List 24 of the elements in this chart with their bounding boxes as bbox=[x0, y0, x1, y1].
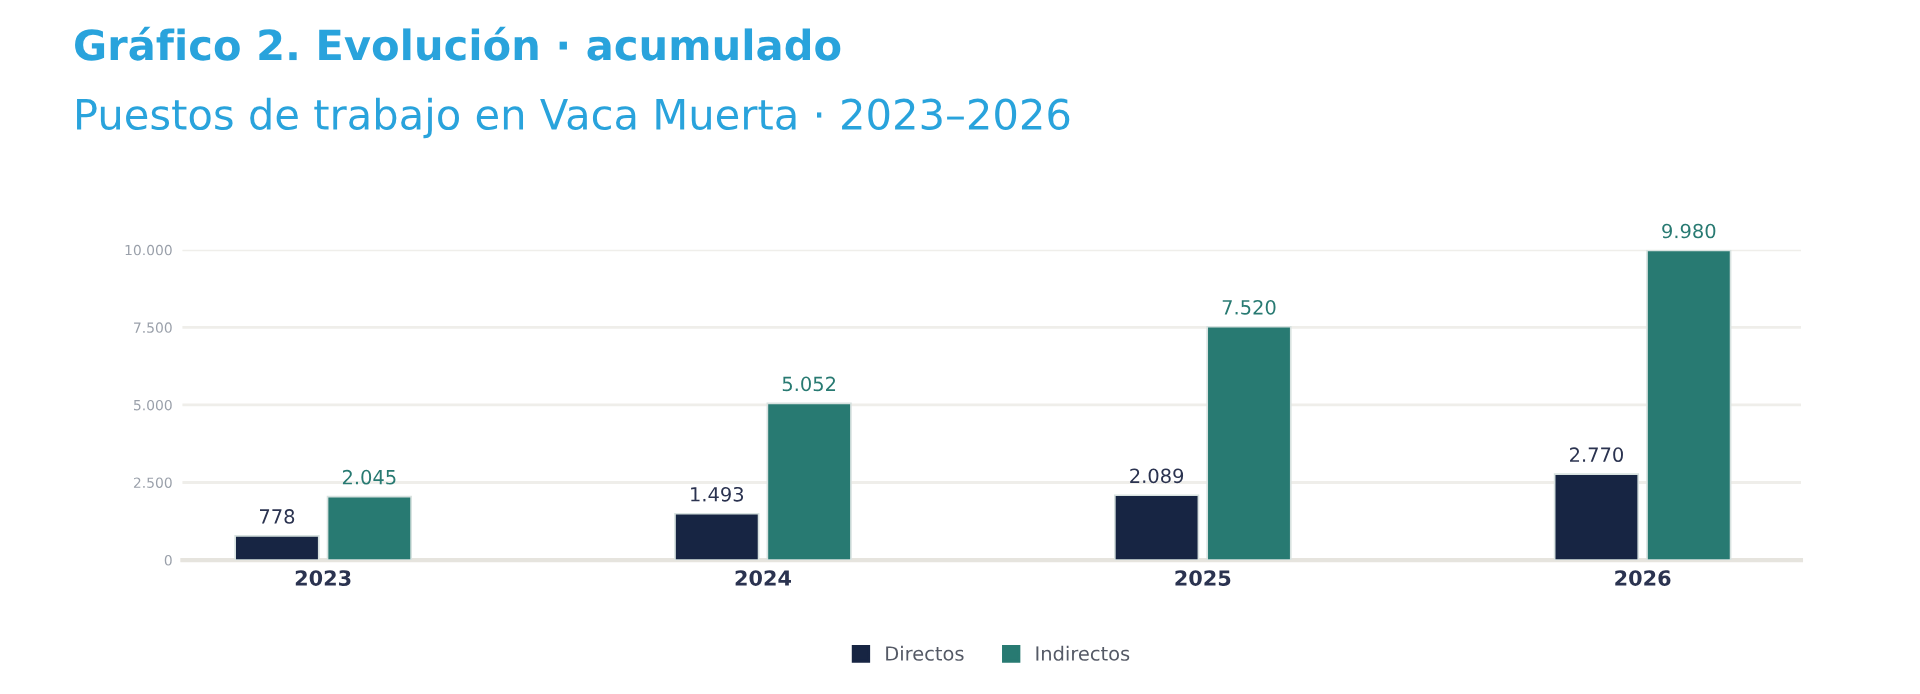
data-label: 1.493 bbox=[691, 486, 744, 502]
x-tick-label: 2025 bbox=[1175, 570, 1231, 586]
bar bbox=[326, 495, 412, 561]
chart-subtitle: Puestos de trabajo en Vaca Muerta · 2023–2026 bbox=[77, 97, 1070, 139]
bar bbox=[1113, 494, 1200, 561]
data-label: 7.520 bbox=[1222, 299, 1276, 315]
data-label: 2.089 bbox=[1130, 468, 1184, 484]
legend-label: Indirectos bbox=[1036, 645, 1130, 661]
data-label: 9.980 bbox=[1662, 223, 1716, 239]
bar bbox=[766, 402, 852, 561]
bar bbox=[1206, 325, 1292, 561]
x-tick-label: 2026 bbox=[1615, 570, 1671, 586]
bar bbox=[1646, 249, 1732, 561]
data-label: 2.770 bbox=[1570, 447, 1623, 463]
x-tick-label: 2024 bbox=[735, 570, 792, 586]
data-label: 778 bbox=[260, 509, 295, 524]
bar bbox=[1553, 473, 1640, 561]
x-tick-label: 2023 bbox=[295, 570, 351, 586]
legend-label: Directos bbox=[886, 645, 964, 661]
chart-title: Gráfico 2. Evolución · acumulado bbox=[75, 26, 841, 61]
bar bbox=[234, 535, 320, 561]
data-label: 2.045 bbox=[342, 469, 396, 485]
data-label: 5.052 bbox=[782, 376, 836, 392]
bar bbox=[674, 512, 760, 561]
